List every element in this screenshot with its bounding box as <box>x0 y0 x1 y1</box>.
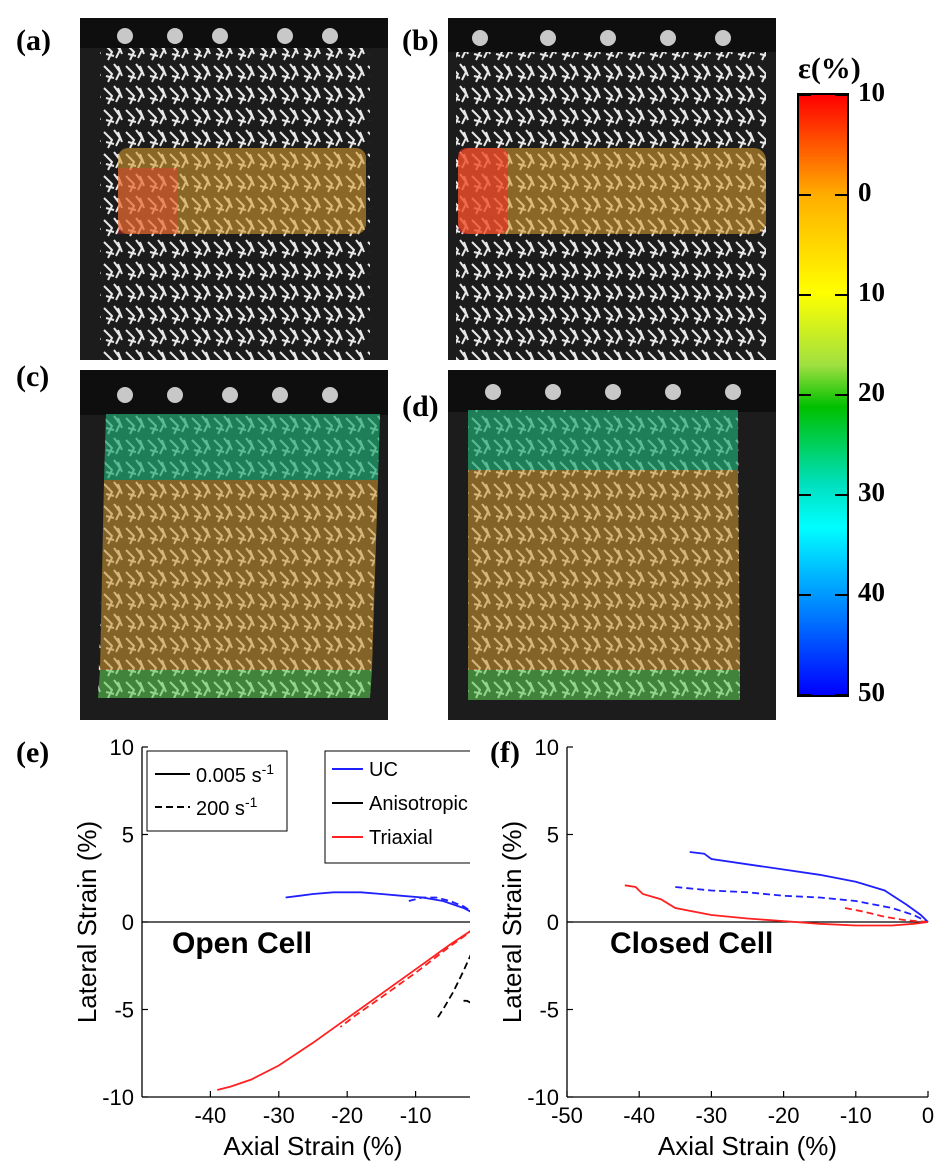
colorbar-label: 50 <box>858 677 885 707</box>
y-tick-label: 10 <box>535 735 559 760</box>
y-tick-label: 10 <box>110 735 134 760</box>
x-tick-label: -40 <box>195 1103 227 1128</box>
panel-label-c: (c) <box>16 360 50 393</box>
x-axis-label: Axial Strain (%) <box>658 1131 837 1161</box>
colorbar-tick <box>835 594 847 596</box>
x-tick-label: -10 <box>840 1103 872 1128</box>
y-tick-label: 0 <box>122 910 134 935</box>
legend-rate-label: 0.005 s-1 <box>196 761 274 787</box>
y-tick-label: 5 <box>547 823 559 848</box>
y-tick-label: -5 <box>539 998 559 1023</box>
colorbar-tick <box>799 594 811 596</box>
y-axis-label: Lateral Strain (%) <box>497 821 527 1023</box>
colorbar-tick <box>835 194 847 196</box>
series-line-uc-fast <box>408 896 470 912</box>
series-line-anisotropic-slow <box>463 999 470 1004</box>
x-tick-label: -40 <box>623 1103 655 1128</box>
colorbar-label: 10 <box>858 77 885 107</box>
chart-annotation: Closed Cell <box>610 927 773 960</box>
colorbar-label: 20 <box>858 377 885 407</box>
series-line-uc-slow <box>285 891 470 913</box>
y-axis-label: Lateral Strain (%) <box>72 821 102 1023</box>
x-tick-label: -20 <box>331 1103 363 1128</box>
x-tick-label: -20 <box>768 1103 800 1128</box>
colorbar-tick <box>835 294 847 296</box>
panel-label-a: (a) <box>16 24 51 57</box>
y-tick-label: 5 <box>122 823 134 848</box>
colorbar-tick <box>799 294 811 296</box>
series-line-uc-fast <box>675 886 929 923</box>
legend-load-label: UC <box>369 759 398 781</box>
colorbar-tick <box>799 394 811 396</box>
x-axis-label: Axial Strain (%) <box>223 1131 402 1161</box>
colorbar-tick <box>835 94 847 96</box>
colorbar-label: 30 <box>858 477 885 507</box>
series-line-triaxial-slow <box>216 930 470 1091</box>
colorbar-tick <box>835 494 847 496</box>
colorbar-label: 10 <box>858 277 885 307</box>
colorbar-label: 0 <box>858 177 872 207</box>
y-tick-label: -10 <box>102 1085 134 1110</box>
series-line-triaxial-fast <box>844 907 929 923</box>
y-tick-label: 0 <box>547 910 559 935</box>
series-line-uc-slow <box>689 851 929 923</box>
colorbar <box>797 93 849 697</box>
legend-rate-box <box>146 750 288 832</box>
panel-label-f: (f) <box>490 736 520 769</box>
chart-annotation: Open Cell <box>172 927 312 960</box>
panel-label-d: (d) <box>402 390 439 423</box>
legend-load-label: Anisotropic <box>369 793 468 815</box>
colorbar-tick <box>835 394 847 396</box>
x-tick-label: -10 <box>400 1103 432 1128</box>
colorbar-label: 40 <box>858 577 885 607</box>
x-tick-label: 0 <box>922 1103 934 1128</box>
x-tick-label: -30 <box>263 1103 295 1128</box>
y-tick-label: -10 <box>527 1085 559 1110</box>
panel-label-e: (e) <box>16 736 50 769</box>
foam-photo-d <box>448 370 776 720</box>
foam-photo-a <box>80 18 388 360</box>
series-line-triaxial-slow <box>624 884 929 927</box>
colorbar-tick <box>799 194 811 196</box>
legend-load-label: Triaxial <box>369 827 433 849</box>
foam-photo-b <box>448 18 776 360</box>
colorbar-tick <box>799 494 811 496</box>
colorbar-tick <box>799 694 811 696</box>
foam-photo-c <box>80 370 388 720</box>
x-tick-label: -30 <box>696 1103 728 1128</box>
colorbar-tick <box>835 694 847 696</box>
x-tick-label: -50 <box>551 1103 583 1128</box>
y-tick-label: -5 <box>114 998 134 1023</box>
panel-label-b: (b) <box>402 24 439 57</box>
colorbar-title: ε(%) <box>798 52 861 85</box>
series-line-triaxial-fast <box>339 930 470 1028</box>
colorbar-tick <box>799 94 811 96</box>
